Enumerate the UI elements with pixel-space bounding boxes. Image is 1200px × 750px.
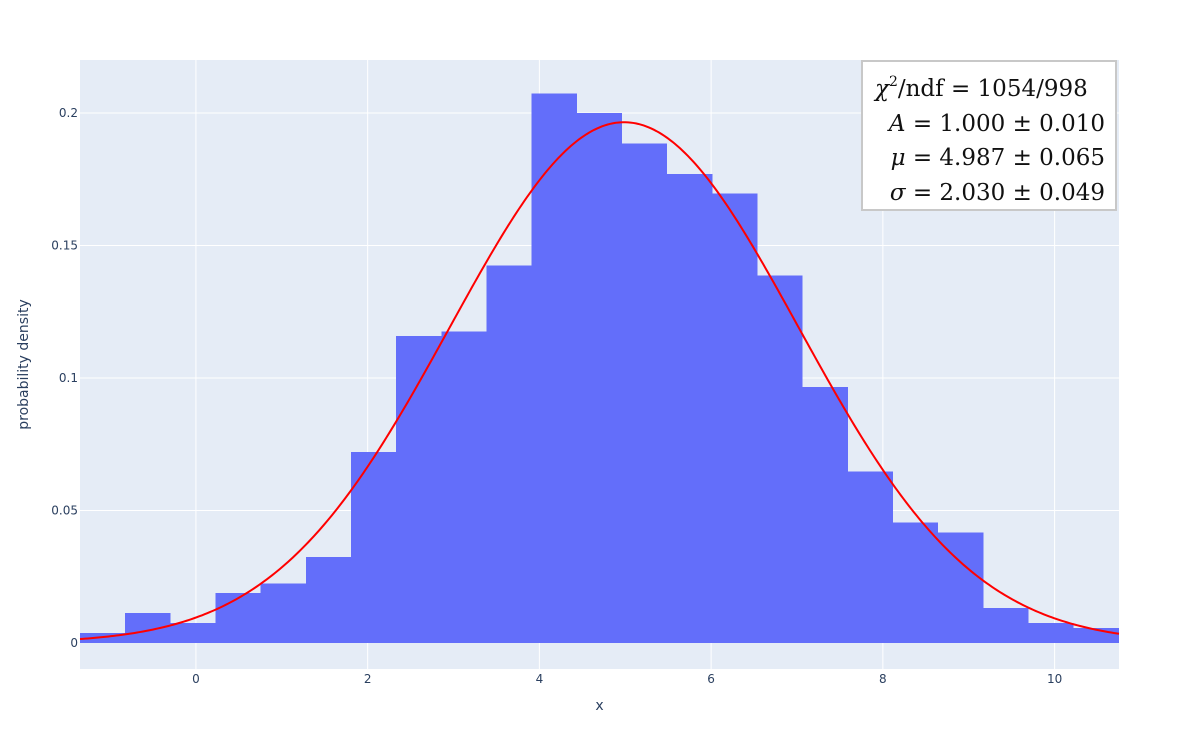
sigma-symbol: σ — [889, 179, 906, 206]
mean-value: = 4.987 ± 0.065 — [905, 145, 1105, 171]
x-tick-label: 8 — [879, 672, 887, 686]
chi2-value: /ndf = 1054/998 — [897, 76, 1088, 102]
y-tick-label: 0.05 — [51, 504, 78, 518]
histogram-bar — [531, 93, 577, 644]
histogram-bar — [983, 608, 1029, 644]
chi2-line: χ2/ndf = 1054/998 — [873, 72, 1105, 107]
fit-results-box: χ2/ndf = 1054/998 A = 1.000 ± 0.010 μ = … — [861, 60, 1117, 211]
y-tick-label: 0.2 — [59, 106, 78, 120]
histogram-bar — [621, 143, 668, 644]
histogram-bar — [260, 583, 306, 644]
amplitude-line: A = 1.000 ± 0.010 — [873, 107, 1105, 142]
x-tick-label: 10 — [1047, 672, 1062, 686]
x-axis-ticks: 0 2 4 6 8 10 — [192, 672, 1062, 686]
y-axis-ticks: 0 0.05 0.1 0.15 0.2 — [51, 106, 78, 650]
histogram-bar — [667, 173, 713, 644]
y-tick-label: 0 — [70, 636, 78, 650]
amplitude-value: = 1.000 ± 0.010 — [905, 110, 1105, 137]
x-tick-label: 4 — [536, 672, 544, 686]
histogram-bar — [1028, 623, 1074, 644]
histogram-bar — [712, 193, 758, 644]
y-axis-title: probability density — [16, 299, 32, 429]
histogram-bar — [757, 275, 803, 644]
x-axis-title: x — [595, 698, 603, 714]
mean-line: μ = 4.987 ± 0.065 — [873, 141, 1105, 176]
histogram-bar — [847, 471, 893, 644]
histogram-bar — [350, 451, 397, 644]
histogram-bar — [396, 336, 442, 644]
chi2-superscript: 2 — [888, 74, 898, 90]
y-tick-label: 0.15 — [51, 239, 78, 253]
chi2-symbol: χ — [875, 76, 889, 102]
histogram-bar — [486, 265, 532, 644]
x-tick-label: 0 — [192, 672, 200, 686]
bars — [80, 93, 1119, 644]
histogram-bar — [305, 556, 351, 644]
x-tick-label: 6 — [707, 672, 715, 686]
y-tick-label: 0.1 — [59, 371, 78, 385]
fit-curve — [79, 121, 1120, 641]
histogram-bar — [802, 387, 848, 644]
mean-symbol: μ — [890, 145, 906, 171]
histogram-bar — [170, 623, 216, 644]
sigma-value: = 2.030 ± 0.049 — [905, 179, 1105, 206]
histogram-bar — [892, 522, 939, 644]
histogram-bar — [938, 532, 984, 644]
histogram-bar — [215, 593, 261, 644]
histogram-bar — [576, 113, 622, 644]
sigma-line: σ = 2.030 ± 0.049 — [873, 176, 1105, 211]
x-tick-label: 2 — [364, 672, 372, 686]
histogram-bar — [441, 331, 487, 644]
amplitude-symbol: A — [888, 110, 906, 137]
